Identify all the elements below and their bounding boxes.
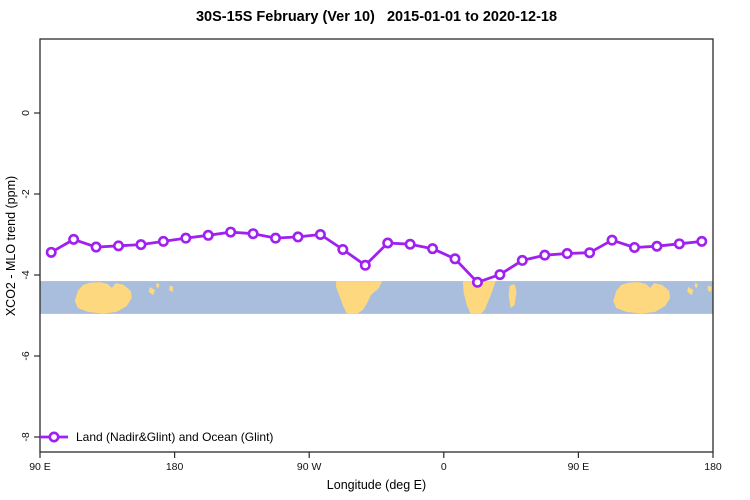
land-mass-vanuatu [156,282,160,289]
data-point-5 [157,235,169,247]
data-point-12 [314,229,326,241]
data-point-20 [494,269,506,281]
y-tick-label-4: -8 [20,432,32,442]
data-point-21 [516,254,528,266]
data-point-9 [247,228,259,240]
land-mass-new-caledonia [687,287,694,296]
land-mass-south-america [336,281,382,314]
data-point-26 [628,241,640,253]
x-tick-label-1: 180 [165,461,184,473]
data-point-27 [651,240,663,252]
data-point-17 [427,243,439,255]
data-point-22 [539,249,551,261]
data-point-8 [225,226,237,238]
data-point-3 [113,240,125,252]
legend-marker-sample [48,431,60,443]
map-land-group [74,281,712,314]
data-series-line [49,230,704,284]
data-point-7 [202,229,214,241]
data-point-11 [292,231,304,243]
y-tick-label-0: 0 [20,110,32,116]
land-mass-fiji [707,285,712,293]
data-point-18 [449,253,461,265]
data-point-15 [382,237,394,249]
y-tick-label-1: -2 [20,189,32,199]
land-mass-australia [74,282,132,314]
data-point-24 [584,247,596,259]
data-point-1 [68,233,80,245]
x-tick-label-3: 0 [440,461,447,473]
data-point-0 [45,246,57,258]
data-point-23 [561,248,573,260]
data-point-6 [180,232,192,244]
x-tick-label-2: 90 W [296,461,322,473]
data-point-28 [673,238,685,250]
x-tick-label-4: 90 E [567,461,590,473]
land-mass-southern-africa [462,281,496,314]
data-point-29 [696,235,708,247]
x-tick-label-0: 90 E [29,461,51,473]
land-mass-madagascar [508,284,517,308]
legend-label: Land (Nadir&Glint) and Ocean (Glint) [76,430,274,444]
x-tick-label-5: 180 [704,461,722,473]
data-point-14 [359,259,371,271]
data-point-4 [135,239,147,251]
data-point-16 [404,238,416,250]
data-point-19 [471,276,483,288]
land-mass-australia [613,282,671,314]
data-point-2 [90,241,102,253]
land-mass-new-caledonia [148,287,155,296]
chart-title: 30S-15S February (Ver 10) 2015-01-01 to … [195,9,558,25]
data-point-25 [606,234,618,246]
x-axis-title: Longitude (deg E) [326,478,427,492]
y-tick-label-3: -6 [20,351,32,361]
land-mass-fiji [169,285,174,293]
land-mass-vanuatu [694,282,698,289]
plot-box [39,38,714,453]
data-point-10 [270,232,282,244]
data-point-13 [337,243,349,255]
y-tick-label-2: -4 [20,270,32,280]
